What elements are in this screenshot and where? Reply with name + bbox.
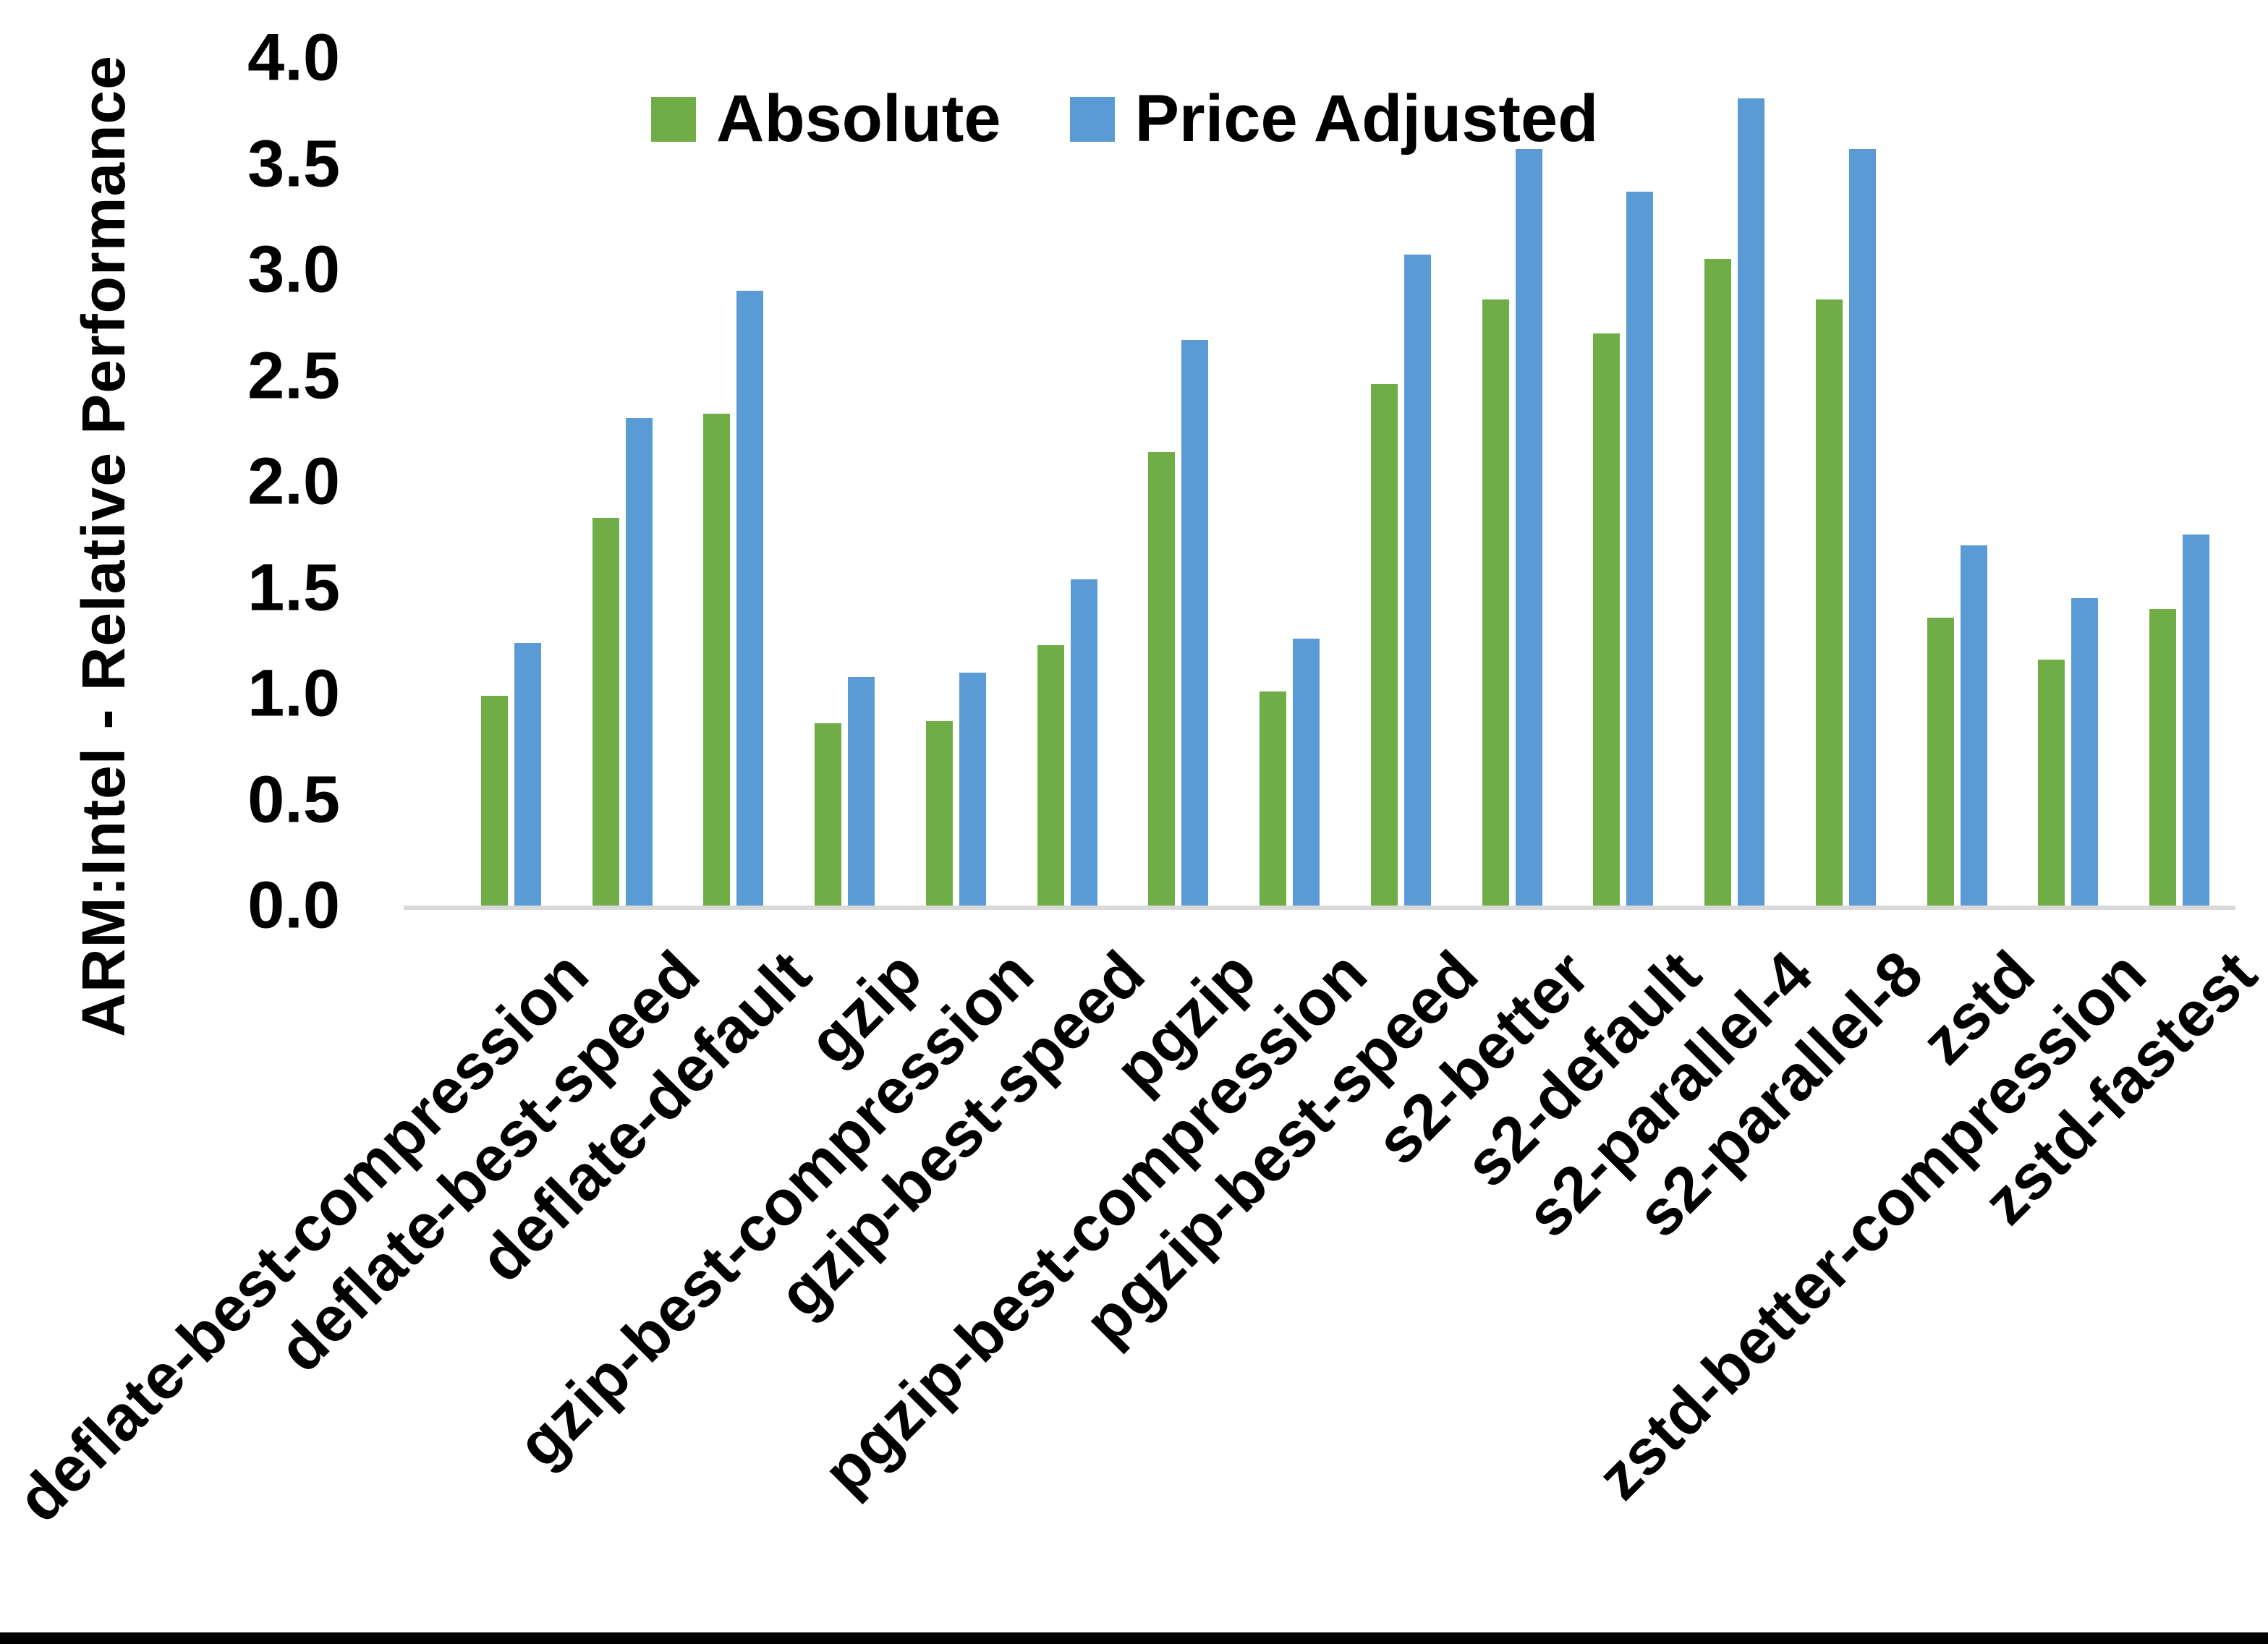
bar-pgzip-best-speed-price-adjusted <box>1404 255 1431 906</box>
bar-zstd-better-compression-price-adjusted <box>2071 598 2098 906</box>
bar-s2-parallel-8-price-adjusted <box>1849 148 1876 906</box>
bar-s2-better-price-adjusted <box>1516 148 1542 906</box>
bar-s2-parallel-4-absolute <box>1704 259 1731 906</box>
bar-zstd-better-compression-absolute <box>2038 660 2065 906</box>
chart-legend: Absolute Price Adjusted <box>651 81 1598 157</box>
bar-gzip-best-compression-absolute <box>926 721 953 906</box>
legend-label-price-adjusted: Price Adjusted <box>1134 82 1599 156</box>
bar-s2-parallel-8-absolute <box>1816 299 1843 906</box>
bar-gzip-absolute <box>815 723 841 906</box>
price-adjusted-series-swatch-icon <box>1069 96 1115 142</box>
screen-bottom-edge-bar <box>0 1632 2268 1644</box>
legend-item-absolute: Absolute <box>651 81 1001 157</box>
x-axis-baseline <box>404 906 2235 910</box>
bar-zstd-absolute <box>1927 617 1954 906</box>
y-tick-label-0.0: 0.0 <box>247 868 340 942</box>
bar-deflate-best-speed-absolute <box>593 517 619 906</box>
bar-s2-parallel-4-price-adjusted <box>1738 98 1764 906</box>
y-tick-label-1.5: 1.5 <box>247 550 340 624</box>
bar-deflate-best-speed-price-adjusted <box>626 418 653 906</box>
bar-pgzip-best-speed-absolute <box>1371 384 1398 906</box>
bar-s2-default-price-adjusted <box>1626 191 1653 906</box>
bar-pgzip-absolute <box>1148 451 1175 906</box>
bar-deflate-default-price-adjusted <box>736 291 763 906</box>
absolute-series-swatch-icon <box>651 96 696 142</box>
bar-pgzip-best-compression-absolute <box>1260 691 1286 906</box>
legend-label-absolute: Absolute <box>716 82 1001 156</box>
bar-deflate-best-compression-price-adjusted <box>514 642 541 906</box>
legend-item-price-adjusted: Price Adjusted <box>1069 81 1599 157</box>
y-tick-label-2.0: 2.0 <box>247 444 340 519</box>
y-tick-label-0.5: 0.5 <box>247 762 340 836</box>
y-tick-label-4.0: 4.0 <box>247 20 340 95</box>
bar-pgzip-price-adjusted <box>1181 339 1208 906</box>
bar-deflate-best-compression-absolute <box>481 695 508 906</box>
y-tick-label-3.5: 3.5 <box>247 127 340 200</box>
bar-gzip-price-adjusted <box>848 676 875 906</box>
bar-pgzip-best-compression-price-adjusted <box>1293 638 1320 906</box>
bar-s2-better-absolute <box>1482 299 1509 906</box>
bar-s2-default-absolute <box>1593 333 1620 906</box>
bar-zstd-fastest-absolute <box>2149 608 2176 906</box>
bar-gzip-best-speed-absolute <box>1037 644 1064 906</box>
bar-gzip-best-speed-price-adjusted <box>1071 579 1097 906</box>
y-tick-label-1.0: 1.0 <box>247 656 340 731</box>
bar-gzip-best-compression-price-adjusted <box>959 672 986 906</box>
bar-deflate-default-absolute <box>703 414 730 906</box>
bar-zstd-price-adjusted <box>1961 545 1987 906</box>
y-tick-label-3.0: 3.0 <box>247 232 340 307</box>
bar-zstd-fastest-price-adjusted <box>2183 534 2209 906</box>
y-tick-label-2.5: 2.5 <box>247 338 340 412</box>
